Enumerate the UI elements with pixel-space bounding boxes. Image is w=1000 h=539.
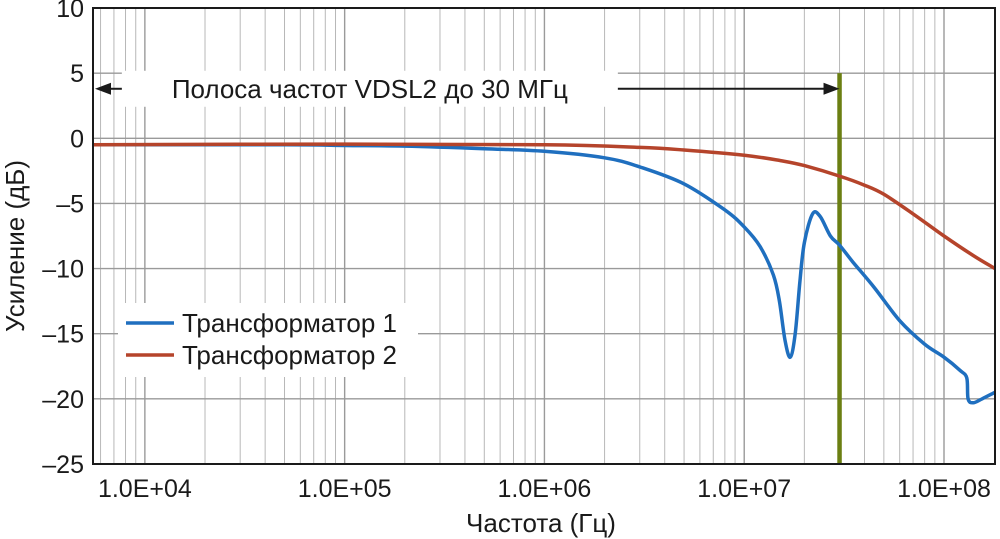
x-tick-label: 1.0E+04 — [98, 475, 192, 503]
annotation-background — [121, 70, 618, 107]
legend-label-transformer-2: Трансформатор 2 — [182, 340, 397, 370]
series-group — [92, 142, 996, 405]
y-tick-label: 0 — [70, 125, 84, 153]
x-tick-label: 1.0E+07 — [697, 475, 791, 503]
plot-frame — [92, 7, 996, 465]
legend: Трансформатор 1 Трансформатор 2 — [118, 303, 418, 377]
annotation-text: Полоса частот VDSL2 до 30 МГц — [172, 74, 568, 104]
y-tick-label: 10 — [56, 0, 84, 23]
x-tick-label: 1.0E+05 — [298, 475, 392, 503]
y-tick-label: –5 — [56, 190, 84, 218]
y-tick-label: –10 — [42, 256, 84, 284]
y-tick-label: –25 — [42, 451, 84, 479]
series-line-transformer-1 — [93, 143, 996, 405]
bandwidth-annotation: Полоса частот VDSL2 до 30 МГц — [95, 70, 840, 107]
x-tick-label: 1.0E+06 — [498, 475, 592, 503]
x-tick-labels: 1.0E+04 1.0E+05 1.0E+06 1.0E+07 1.0E+08 — [98, 475, 991, 503]
legend-label-transformer-1: Трансформатор 1 — [182, 308, 397, 338]
series-line-transformer-2 — [92, 142, 996, 271]
y-tick-label: –20 — [42, 386, 84, 414]
annotation-arrowhead-left — [95, 82, 111, 95]
x-axis-label: Частота (Гц) — [466, 508, 616, 538]
y-axis-label: Усиление (дБ) — [0, 160, 30, 332]
legend-background — [118, 303, 418, 377]
x-tick-label: 1.0E+08 — [897, 475, 991, 503]
y-tick-label: –15 — [42, 321, 84, 349]
annotation-arrowhead-right — [823, 82, 840, 95]
y-tick-label: 5 — [70, 60, 84, 88]
y-tick-labels: 10 5 0 –5 –10 –15 –20 –25 — [42, 0, 84, 479]
